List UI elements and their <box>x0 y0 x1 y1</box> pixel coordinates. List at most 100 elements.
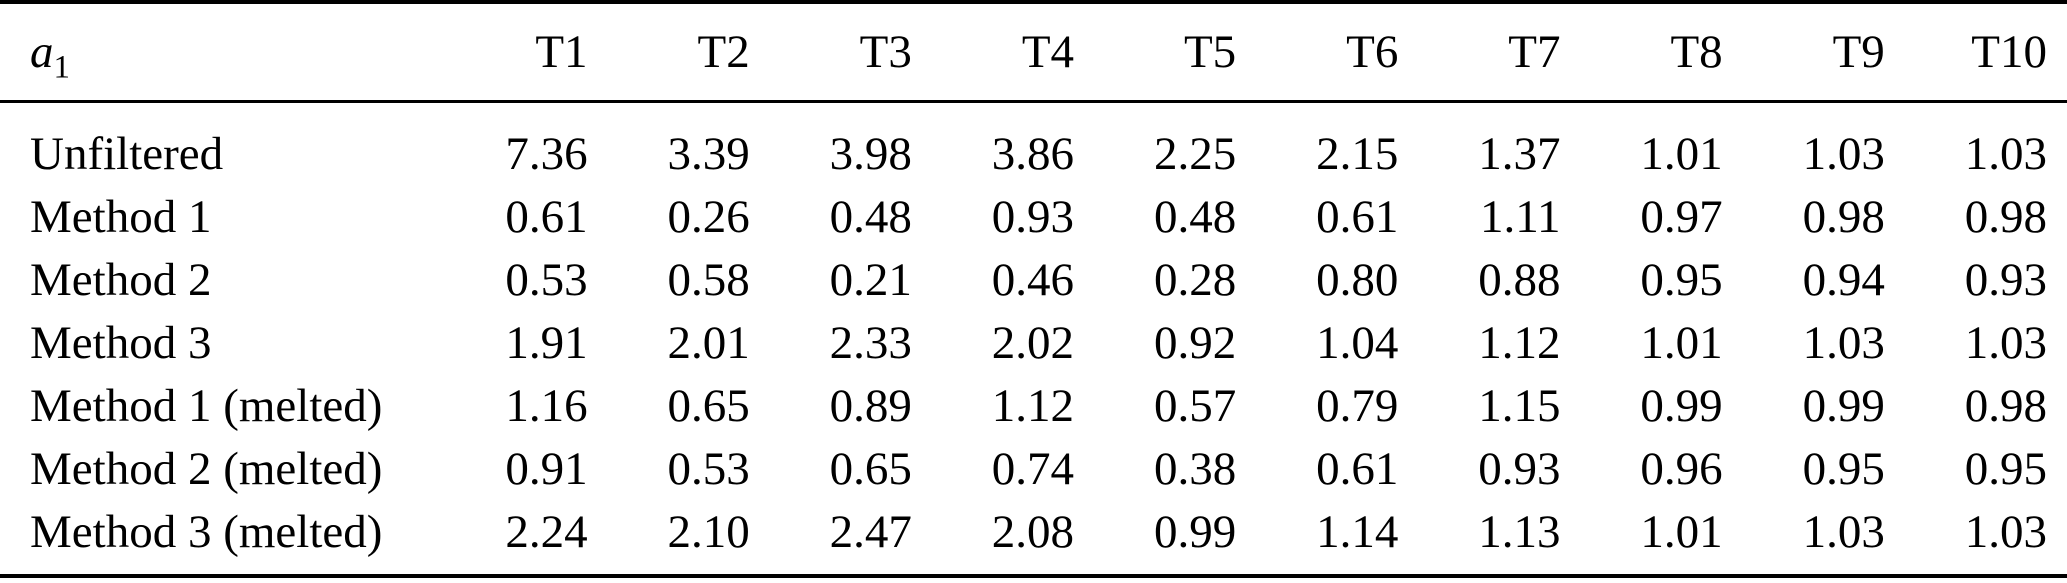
value-cell: 0.80 <box>1316 253 1399 306</box>
value-cell: 1.03 <box>1964 127 2047 180</box>
value-cell: 0.95 <box>1802 442 1885 495</box>
value-cell: 0.92 <box>1153 316 1237 369</box>
value-cell: 0.65 <box>829 442 912 495</box>
column-header-t7: T7 <box>1398 2 1561 103</box>
value-cell: 1.03 <box>1802 316 1885 369</box>
value-cell: 1.03 <box>1802 505 1885 558</box>
row-label: Method 3 (melted) <box>30 505 383 558</box>
column-header-t2: T2 <box>587 2 750 103</box>
value-cell: 0.95 <box>1640 253 1723 306</box>
value-cell: 0.98 <box>1964 190 2047 243</box>
value-cell: 0.21 <box>829 253 912 306</box>
value-cell: 1.14 <box>1316 505 1399 558</box>
value-cell: 0.94 <box>1802 253 1885 306</box>
value-cell: 0.93 <box>991 190 1075 243</box>
value-cell: 1.03 <box>1964 505 2047 558</box>
table-header-row: a1 T1 T2 T3 T4 T5 T6 T7 T8 T9 T10 <box>0 2 2067 103</box>
value-cell: 1.15 <box>1478 379 1561 432</box>
value-cell: 0.53 <box>505 253 588 306</box>
value-cell: 3.39 <box>667 127 750 180</box>
row-label: Unfiltered <box>30 127 224 180</box>
value-cell: 1.91 <box>505 316 588 369</box>
table-row: Method 3 (melted) 2.24 2.10 2.47 2.08 0.… <box>0 500 2067 576</box>
row-label: Method 2 <box>30 253 212 306</box>
value-cell: 0.99 <box>1153 505 1237 558</box>
value-cell: 2.24 <box>505 505 588 558</box>
value-cell: 0.93 <box>1964 253 2047 306</box>
table-row: Method 1 0.61 0.26 0.48 0.93 0.48 0.61 1… <box>0 185 2067 248</box>
corner-subscript: 1 <box>53 49 71 86</box>
value-cell: 0.99 <box>1640 379 1723 432</box>
value-cell: 7.36 <box>505 127 588 180</box>
value-cell: 1.04 <box>1316 316 1399 369</box>
column-header-t9: T9 <box>1722 2 1885 103</box>
value-cell: 0.58 <box>667 253 750 306</box>
table-row: Unfiltered 7.36 3.39 3.98 3.86 2.25 2.15… <box>0 102 2067 186</box>
column-header-t1: T1 <box>425 2 588 103</box>
value-cell: 2.08 <box>991 505 1075 558</box>
value-cell: 2.10 <box>667 505 750 558</box>
table-row: Method 3 1.91 2.01 2.33 2.02 0.92 1.04 1… <box>0 311 2067 374</box>
table-row: Method 1 (melted) 1.16 0.65 0.89 1.12 0.… <box>0 374 2067 437</box>
value-cell: 1.03 <box>1964 316 2047 369</box>
corner-variable: a <box>30 26 54 78</box>
value-cell: 1.03 <box>1802 127 1885 180</box>
column-header-t4: T4 <box>911 2 1075 103</box>
value-cell: 0.26 <box>667 190 750 243</box>
column-header-t8: T8 <box>1560 2 1723 103</box>
value-cell: 2.33 <box>829 316 912 369</box>
value-cell: 0.91 <box>505 442 588 495</box>
row-label: Method 1 <box>30 190 212 243</box>
value-cell: 2.02 <box>991 316 1075 369</box>
value-cell: 0.65 <box>667 379 750 432</box>
value-cell: 0.57 <box>1153 379 1237 432</box>
column-header-t6: T6 <box>1236 2 1399 103</box>
value-cell: 0.46 <box>991 253 1075 306</box>
row-label: Method 2 (melted) <box>30 442 383 495</box>
value-cell: 3.86 <box>991 127 1075 180</box>
value-cell: 0.28 <box>1153 253 1237 306</box>
value-cell: 1.13 <box>1478 505 1561 558</box>
value-cell: 1.12 <box>1478 316 1561 369</box>
value-cell: 2.15 <box>1316 127 1399 180</box>
row-label: Method 1 (melted) <box>30 379 383 432</box>
value-cell: 0.96 <box>1640 442 1723 495</box>
value-cell: 0.79 <box>1316 379 1399 432</box>
value-cell: 1.16 <box>505 379 588 432</box>
value-cell: 0.98 <box>1964 379 2047 432</box>
value-cell: 0.38 <box>1153 442 1237 495</box>
value-cell: 1.11 <box>1479 190 1561 243</box>
value-cell: 0.88 <box>1478 253 1561 306</box>
value-cell: 1.37 <box>1478 127 1561 180</box>
column-header-t3: T3 <box>749 2 912 103</box>
value-cell: 0.53 <box>667 442 750 495</box>
value-cell: 0.61 <box>1316 190 1399 243</box>
value-cell: 2.47 <box>829 505 912 558</box>
value-cell: 0.99 <box>1802 379 1885 432</box>
value-cell: 0.61 <box>1316 442 1399 495</box>
value-cell: 1.01 <box>1640 316 1723 369</box>
value-cell: 2.25 <box>1153 127 1237 180</box>
table-row: Method 2 0.53 0.58 0.21 0.46 0.28 0.80 0… <box>0 248 2067 311</box>
value-cell: 0.93 <box>1478 442 1561 495</box>
value-cell: 2.01 <box>667 316 750 369</box>
value-cell: 0.74 <box>991 442 1075 495</box>
value-cell: 1.12 <box>991 379 1075 432</box>
value-cell: 1.01 <box>1640 505 1723 558</box>
value-cell: 3.98 <box>829 127 912 180</box>
value-cell: 0.98 <box>1802 190 1885 243</box>
column-header-t10: T10 <box>1884 2 2067 103</box>
value-cell: 0.48 <box>1153 190 1237 243</box>
value-cell: 0.95 <box>1964 442 2047 495</box>
row-label: Method 3 <box>30 316 212 369</box>
value-cell: 0.97 <box>1640 190 1723 243</box>
value-cell: 1.01 <box>1640 127 1723 180</box>
column-header-t5: T5 <box>1074 2 1237 103</box>
value-cell: 0.61 <box>505 190 588 243</box>
corner-header-a1: a1 <box>0 2 426 103</box>
value-cell: 0.89 <box>829 379 912 432</box>
table-row: Method 2 (melted) 0.91 0.53 0.65 0.74 0.… <box>0 437 2067 500</box>
value-cell: 0.48 <box>829 190 912 243</box>
